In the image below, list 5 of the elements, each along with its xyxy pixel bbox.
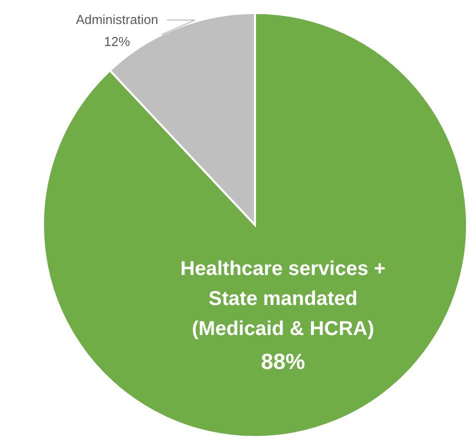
data-label: 12% <box>104 34 130 49</box>
slice-label: Administration <box>76 12 158 27</box>
slice-label: Healthcare services + State mandated (Medicaid & HCRA) <box>180 258 386 340</box>
data-label: 88% <box>260 349 306 374</box>
pie-slice <box>42 12 468 438</box>
